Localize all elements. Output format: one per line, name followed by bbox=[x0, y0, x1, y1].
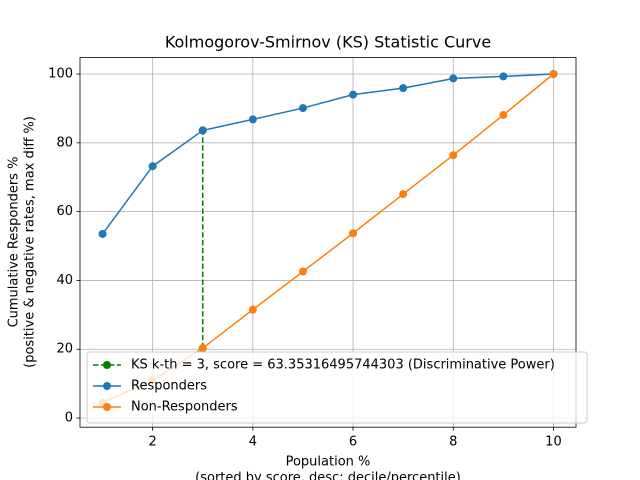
data-point bbox=[248, 115, 257, 124]
data-point bbox=[499, 72, 508, 81]
legend-marker bbox=[103, 403, 111, 411]
y-axis-label: (positive & negative rates, max diff %) bbox=[23, 116, 38, 368]
x-axis-label: (sorted by score, desc; decile/percentil… bbox=[195, 471, 461, 480]
plot-frame bbox=[79, 57, 577, 428]
legend-marker bbox=[103, 382, 111, 390]
legend-box bbox=[86, 351, 588, 424]
legend-label: KS k-th = 3, score = 63.35316495744303 (… bbox=[131, 358, 555, 373]
y-tick-label: 80 bbox=[56, 135, 73, 150]
data-point bbox=[298, 104, 307, 113]
data-point bbox=[248, 305, 257, 314]
data-point bbox=[549, 70, 558, 79]
y-tick-label: 60 bbox=[56, 204, 73, 219]
chart-title: Kolmogorov-Smirnov (KS) Statistic Curve bbox=[165, 33, 491, 52]
y-axis-label: Cumulative Responders % bbox=[7, 157, 22, 328]
x-tick-label: 6 bbox=[349, 435, 357, 450]
x-tick-label: 8 bbox=[449, 435, 457, 450]
y-tick-label: 40 bbox=[56, 273, 73, 288]
x-tick-label: 2 bbox=[149, 435, 157, 450]
legend: KS k-th = 3, score = 63.35316495744303 (… bbox=[86, 351, 588, 424]
data-point bbox=[499, 110, 508, 119]
x-axis-label: Population % bbox=[286, 455, 371, 470]
data-point bbox=[298, 267, 307, 276]
data-point bbox=[198, 126, 207, 135]
data-point bbox=[399, 190, 408, 199]
legend-label: Responders bbox=[131, 379, 207, 394]
y-tick-label: 20 bbox=[56, 342, 73, 357]
data-point bbox=[349, 90, 358, 99]
data-point bbox=[198, 344, 207, 353]
data-point bbox=[148, 162, 157, 171]
data-point bbox=[399, 84, 408, 93]
y-tick-label: 0 bbox=[65, 411, 73, 426]
data-point bbox=[349, 229, 358, 238]
series-line bbox=[101, 73, 554, 235]
data-point bbox=[449, 74, 458, 83]
legend-marker bbox=[103, 361, 111, 369]
x-tick-label: 10 bbox=[545, 435, 562, 450]
x-tick-label: 4 bbox=[249, 435, 257, 450]
y-tick-label: 100 bbox=[48, 67, 73, 82]
data-point bbox=[98, 229, 107, 238]
legend-label: Non-Responders bbox=[131, 400, 238, 415]
data-point bbox=[449, 151, 458, 160]
